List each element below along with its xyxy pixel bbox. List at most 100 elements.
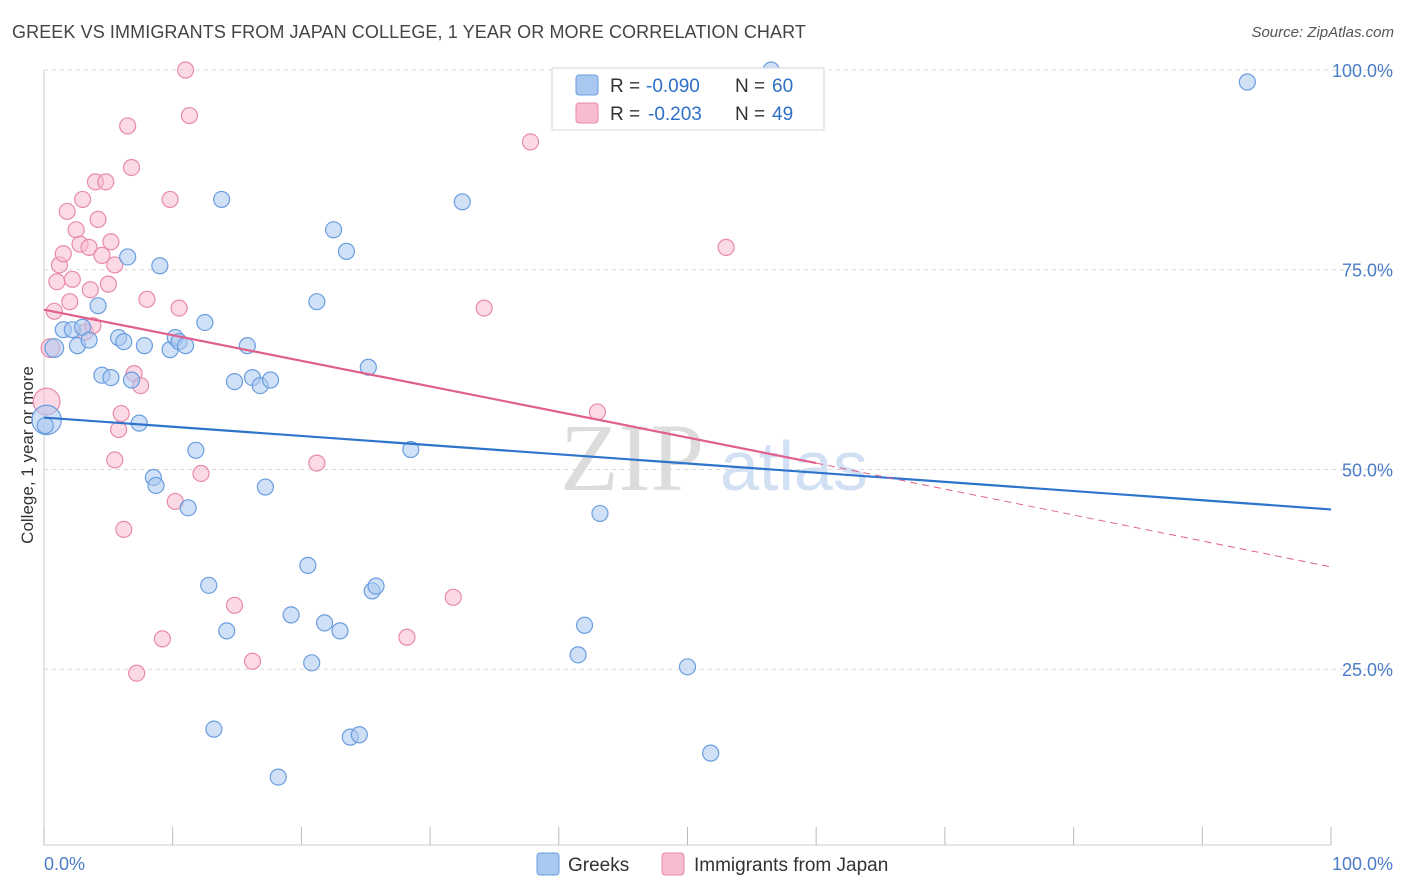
legend-bottom-swatch-japan <box>661 852 685 876</box>
legend-r-value-1: -0.090 <box>646 76 700 97</box>
point-greeks <box>315 614 334 632</box>
point-greeks <box>205 720 223 738</box>
point-greeks <box>187 441 205 459</box>
point-japan <box>138 290 156 308</box>
point-greeks <box>331 622 349 640</box>
point-greeks <box>135 337 153 355</box>
point-greeks <box>151 257 169 275</box>
legend-r-label-2: R = <box>610 104 640 125</box>
point-japan <box>115 520 133 539</box>
point-japan <box>74 190 92 209</box>
point-japan <box>225 596 244 614</box>
point-greeks <box>678 658 697 676</box>
x-tick-min: 0.0% <box>44 854 85 874</box>
point-japan <box>58 202 76 221</box>
point-greeks <box>303 654 321 672</box>
legend-r-value-2: -0.203 <box>648 104 702 125</box>
point-japan <box>444 588 462 606</box>
legend-n-value-2: 49 <box>772 104 793 125</box>
point-greeks <box>115 333 133 351</box>
point-japan <box>192 464 210 483</box>
point-greeks <box>36 416 54 435</box>
point-japan <box>63 270 81 288</box>
point-greeks <box>213 190 231 209</box>
point-japan <box>308 454 326 472</box>
point-greeks <box>308 293 326 311</box>
y-tick-labels: 25.0% 50.0% 75.0% 100.0% <box>1332 61 1393 680</box>
point-japan <box>717 238 735 256</box>
y-tick-label: 100.0% <box>1332 61 1393 81</box>
point-greeks <box>147 476 165 495</box>
point-japan <box>93 246 111 264</box>
point-greeks <box>350 726 368 744</box>
point-greeks <box>200 576 218 594</box>
trend-line-japan <box>43 308 817 465</box>
legend-n-label-2: N = <box>735 104 765 125</box>
point-greeks <box>119 248 137 266</box>
legend-swatch-greeks <box>575 74 599 96</box>
x-tick-max: 100.0% <box>1332 854 1393 874</box>
point-japan <box>54 245 72 263</box>
point-greeks <box>569 646 587 664</box>
point-japan <box>119 117 137 135</box>
axes <box>43 70 1332 846</box>
point-greeks <box>402 440 420 459</box>
point-japan <box>398 628 416 646</box>
point-japan <box>122 158 141 177</box>
point-greeks <box>282 606 300 624</box>
trend-lines <box>43 308 1332 568</box>
point-greeks <box>89 297 107 315</box>
point-japan <box>67 221 85 239</box>
point-greeks <box>102 369 120 387</box>
point-greeks <box>44 338 65 358</box>
point-greeks <box>122 371 141 389</box>
point-greeks <box>702 744 720 762</box>
source-label: Source: ZipAtlas.com <box>1251 24 1394 41</box>
point-japan <box>99 275 117 293</box>
y-tick-label: 75.0% <box>1342 261 1393 281</box>
legend-stats: R = -0.090 N = 60 R = -0.203 N = 49 <box>551 67 825 131</box>
point-japan <box>170 299 188 317</box>
legend-bottom-japan: Immigrants from Japan <box>694 855 888 876</box>
point-greeks <box>591 504 609 523</box>
point-japan <box>81 281 99 299</box>
point-greeks <box>218 622 236 640</box>
point-greeks <box>324 221 343 239</box>
point-greeks <box>269 768 287 786</box>
point-greeks <box>575 616 594 634</box>
point-japan <box>176 61 195 79</box>
point-greeks <box>299 556 317 574</box>
legend-r-label-1: R = <box>610 76 640 97</box>
chart-title: GREEK VS IMMIGRANTS FROM JAPAN COLLEGE, … <box>12 22 806 42</box>
gridlines <box>44 69 1393 670</box>
point-greeks <box>453 193 471 211</box>
legend-n-value-1: 60 <box>772 76 793 97</box>
legend-n-label-1: N = <box>735 76 765 97</box>
watermark-atlas: atlas <box>720 427 868 505</box>
point-greeks <box>1238 73 1256 91</box>
legend-bottom-greeks: Greeks <box>568 855 629 876</box>
point-japan <box>153 630 172 648</box>
point-japan <box>80 238 98 256</box>
point-japan <box>128 664 146 682</box>
point-greeks <box>225 372 244 391</box>
trend-line-greeks <box>43 416 1332 511</box>
point-greeks <box>256 478 274 496</box>
watermark: ZIP atlas <box>560 404 868 511</box>
point-greeks <box>367 577 385 595</box>
trend-line-japan-extrapolated <box>816 462 1332 568</box>
point-japan <box>243 652 262 670</box>
point-japan <box>180 106 199 125</box>
point-japan <box>475 299 493 317</box>
point-greeks <box>261 371 280 389</box>
y-tick-label: 50.0% <box>1342 460 1393 480</box>
data-points <box>31 61 1256 786</box>
point-japan <box>89 210 107 229</box>
point-japan <box>48 273 66 291</box>
x-tick-labels: 0.0% 100.0% <box>44 854 1393 874</box>
y-tick-label: 25.0% <box>1342 660 1393 680</box>
point-japan <box>97 173 115 191</box>
point-japan <box>106 256 124 274</box>
legend-bottom-swatch-greeks <box>536 852 560 876</box>
